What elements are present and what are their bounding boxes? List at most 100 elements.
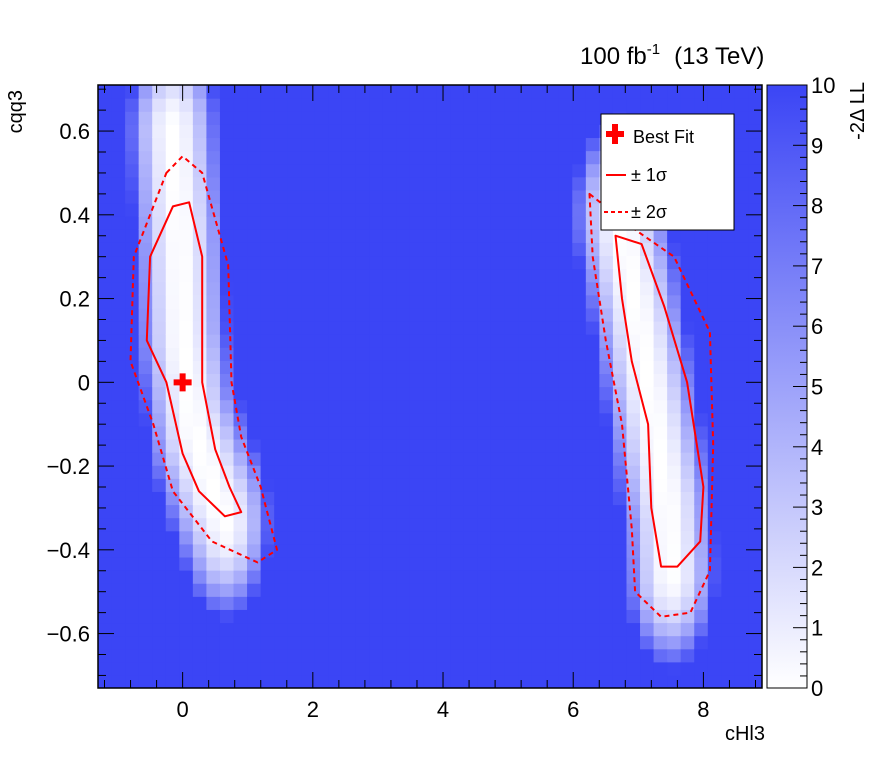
heatmap-cell <box>558 334 573 348</box>
heatmap-cell <box>477 386 492 401</box>
heatmap-cell <box>233 517 248 532</box>
heatmap-cell <box>179 504 194 519</box>
heatmap-cell <box>152 334 167 348</box>
heatmap-cell <box>274 85 289 99</box>
heatmap-cell <box>680 438 695 453</box>
heatmap-cell <box>260 150 275 165</box>
heatmap-cell <box>450 202 465 217</box>
heatmap-cell <box>301 478 316 492</box>
heatmap-cell <box>341 124 357 139</box>
heatmap-cell <box>450 386 465 401</box>
heatmap-cell <box>558 412 573 427</box>
heatmap-cell <box>572 360 587 374</box>
heatmap-cell <box>396 255 411 270</box>
heatmap-cell <box>518 268 533 283</box>
y-tick-label: 0.2 <box>59 287 90 312</box>
heatmap-cell <box>152 478 167 492</box>
heatmap-cell <box>545 596 560 610</box>
heatmap-cell <box>572 661 587 676</box>
heatmap-cell <box>341 465 357 479</box>
heatmap-cell <box>585 517 600 532</box>
heatmap-cell <box>680 334 695 348</box>
heatmap-cell <box>585 661 600 676</box>
heatmap-cell <box>626 98 641 112</box>
heatmap-cell <box>694 491 709 506</box>
heatmap-cell <box>585 635 600 650</box>
heatmap-cell <box>599 399 614 414</box>
heatmap-cell <box>260 229 275 243</box>
heatmap-cell <box>680 674 695 688</box>
heatmap-cell <box>369 294 384 309</box>
heatmap-cell <box>328 85 343 99</box>
heatmap-cell <box>382 360 397 374</box>
heatmap-cell <box>490 596 506 610</box>
heatmap-cell <box>531 491 546 506</box>
one-sigma-contour <box>614 234 705 568</box>
heatmap-cell <box>490 163 506 178</box>
heatmap-cell <box>423 242 438 257</box>
heatmap-cell <box>314 438 329 453</box>
heatmap-cell <box>396 150 411 165</box>
heatmap-cell <box>531 412 546 427</box>
heatmap-cell <box>233 124 248 139</box>
heatmap-cell <box>477 124 492 139</box>
heatmap-cell <box>369 320 384 335</box>
heatmap-cell <box>341 150 357 165</box>
heatmap-cell <box>396 386 411 401</box>
heatmap-cell <box>518 583 533 597</box>
heatmap-cell <box>640 438 655 453</box>
heatmap-cell <box>734 478 750 492</box>
heatmap-cell <box>247 373 262 388</box>
heatmap-cell <box>436 360 451 374</box>
heatmap-cell <box>314 425 329 440</box>
heatmap-cell <box>721 386 736 401</box>
heatmap-cell <box>572 530 587 545</box>
heatmap-cell <box>721 268 736 283</box>
heatmap-cell <box>98 111 113 125</box>
heatmap-cell <box>152 412 167 427</box>
heatmap-cell <box>179 661 194 676</box>
heatmap-cell <box>98 150 113 165</box>
heatmap-cell <box>409 347 424 361</box>
heatmap-cell <box>125 85 140 99</box>
heatmap-cell <box>165 583 180 597</box>
heatmap-cell <box>572 347 587 361</box>
heatmap-cell <box>369 176 384 191</box>
heatmap-cell <box>504 465 519 479</box>
heatmap-cell <box>667 478 682 492</box>
heatmap-cell <box>423 478 438 492</box>
heatmap-cell <box>287 478 302 492</box>
z-tick-label: 8 <box>811 194 823 219</box>
heatmap-cell <box>450 609 465 624</box>
heatmap-cell <box>301 399 316 414</box>
heatmap-cell <box>545 307 560 322</box>
heatmap-cell <box>612 465 628 479</box>
heatmap-cell <box>423 320 438 335</box>
heatmap-cell <box>436 163 451 178</box>
heatmap-cell <box>640 674 655 688</box>
heatmap-cell <box>152 491 167 506</box>
heatmap-cell <box>179 85 194 99</box>
heatmap-cell <box>341 294 357 309</box>
heatmap-cell <box>545 163 560 178</box>
heatmap-cell <box>396 137 411 152</box>
heatmap-cell <box>504 399 519 414</box>
heatmap-cell <box>301 648 316 663</box>
heatmap-cell <box>694 674 709 688</box>
heatmap-cell <box>396 425 411 440</box>
heatmap-cell <box>694 412 709 427</box>
heatmap-cell <box>274 281 289 296</box>
heatmap-cell <box>382 268 397 283</box>
heatmap-cell <box>341 307 357 322</box>
heatmap-cell <box>125 150 140 165</box>
heatmap-cell <box>572 504 587 519</box>
heatmap-cell <box>98 465 113 479</box>
heatmap-cell <box>192 517 208 532</box>
heatmap-cell <box>260 596 275 610</box>
heatmap-cell <box>694 622 709 637</box>
heatmap-cell <box>518 307 533 322</box>
heatmap-cell <box>125 255 140 270</box>
heatmap-cell <box>138 465 153 479</box>
heatmap-cell <box>518 504 533 519</box>
heatmap-cell <box>640 307 655 322</box>
